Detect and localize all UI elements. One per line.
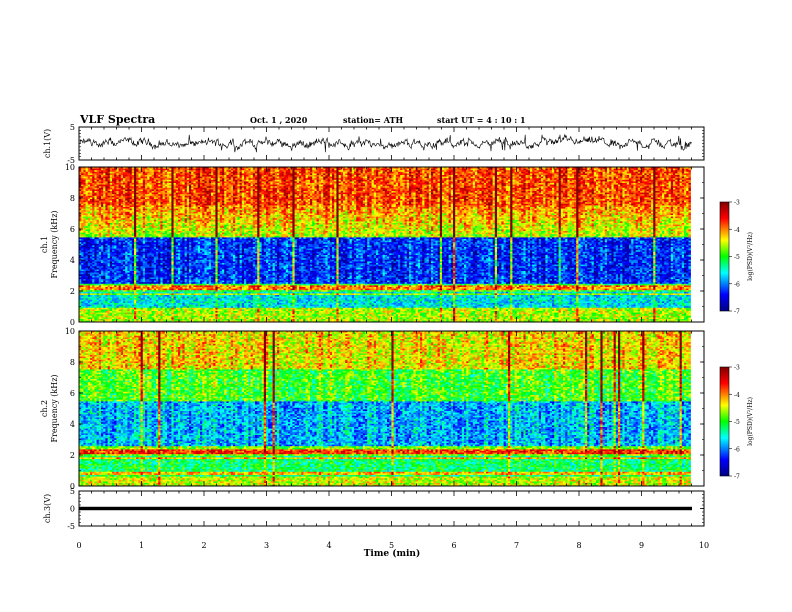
y-tick-label: 5 xyxy=(70,123,75,132)
ch1-waveform-panel: 5-5ch.1(V) xyxy=(43,123,704,165)
ch1-waveform-ylabel: ch.1(V) xyxy=(43,129,52,158)
ch1-waveform-line xyxy=(80,135,691,152)
